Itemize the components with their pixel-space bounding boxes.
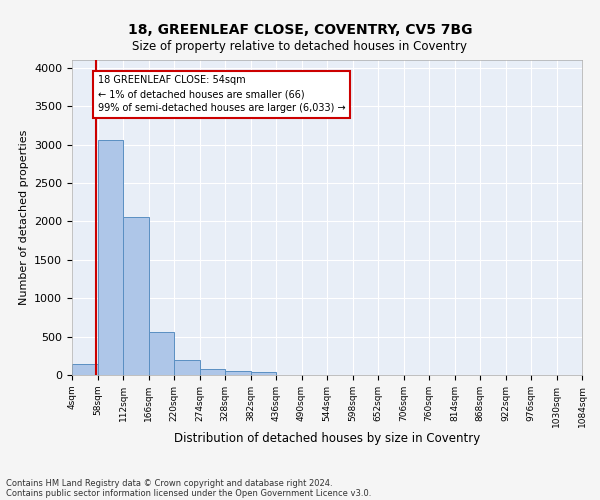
Text: 18 GREENLEAF CLOSE: 54sqm
← 1% of detached houses are smaller (66)
99% of semi-d: 18 GREENLEAF CLOSE: 54sqm ← 1% of detach… [98, 76, 345, 114]
Bar [97, 140, 123, 375]
Bar [123, 216, 149, 375]
Bar [174, 360, 199, 375]
Bar [149, 332, 174, 375]
Bar [251, 372, 276, 375]
Text: Contains public sector information licensed under the Open Government Licence v3: Contains public sector information licen… [6, 488, 371, 498]
Bar [72, 364, 97, 375]
Y-axis label: Number of detached properties: Number of detached properties [19, 130, 29, 305]
Text: 18, GREENLEAF CLOSE, COVENTRY, CV5 7BG: 18, GREENLEAF CLOSE, COVENTRY, CV5 7BG [128, 22, 472, 36]
Text: Size of property relative to detached houses in Coventry: Size of property relative to detached ho… [133, 40, 467, 53]
X-axis label: Distribution of detached houses by size in Coventry: Distribution of detached houses by size … [174, 432, 480, 446]
Bar [225, 371, 251, 375]
Bar [199, 369, 225, 375]
Text: Contains HM Land Registry data © Crown copyright and database right 2024.: Contains HM Land Registry data © Crown c… [6, 478, 332, 488]
